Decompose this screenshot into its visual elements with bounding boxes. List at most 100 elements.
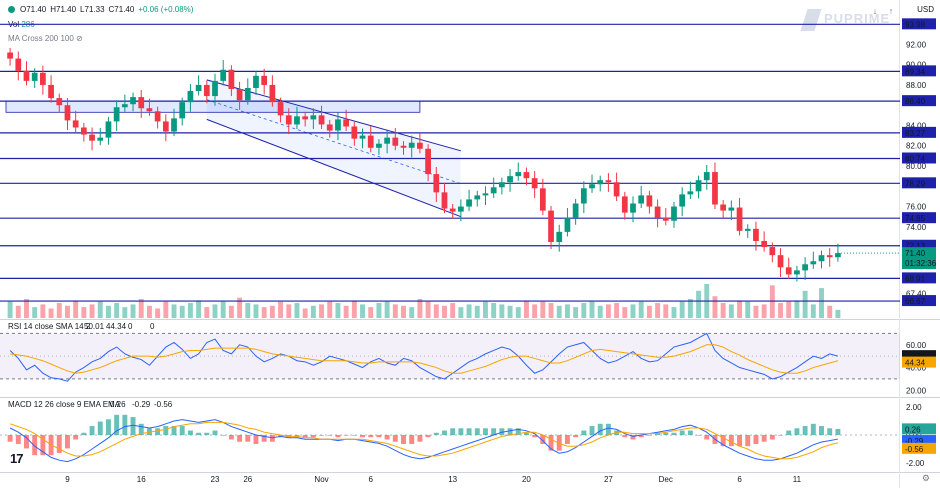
time-tick-label: Dec [659, 475, 673, 484]
macd-histogram-bar [548, 435, 554, 451]
level-price-tag-bg [902, 65, 936, 77]
candle-body [228, 69, 235, 89]
candle-body [826, 255, 833, 258]
macd-histogram-bar [196, 432, 202, 435]
volume-bar [212, 304, 218, 318]
candle-body [318, 115, 325, 125]
rsi-title: RSI 14 close SMA 14 2 [8, 322, 91, 331]
macd-histogram-bar [663, 432, 669, 435]
candle-body [162, 121, 169, 132]
macd-histogram-bar [671, 432, 677, 435]
macd-histogram-bar [491, 428, 497, 435]
volume-bar [392, 304, 398, 318]
candle-body [392, 137, 399, 146]
volume-bar [597, 305, 603, 318]
macd-histogram-bar [171, 426, 177, 435]
candle-body [736, 207, 743, 231]
candle-body [662, 217, 669, 221]
price-tick-label: 88.00 [906, 81, 927, 90]
volume-bar [7, 301, 13, 318]
candle-body [794, 270, 800, 275]
ma-legend[interactable]: MA Cross 200 100 ⊘ [8, 34, 83, 43]
candle-body [351, 126, 358, 139]
level-price-tag: 93.98 [905, 20, 926, 29]
candle-body [97, 137, 104, 141]
candle-body [458, 206, 464, 212]
volume-bar [187, 303, 193, 318]
price-tick-label: 82.00 [906, 142, 927, 151]
volume-bar [179, 305, 185, 318]
macd-histogram-bar [573, 435, 579, 438]
macd-histogram-bar [442, 430, 447, 435]
candle-body [515, 172, 522, 177]
currency-label[interactable]: USD [917, 5, 934, 14]
level-price-tag: 83.27 [905, 129, 926, 138]
candle-body [630, 203, 636, 213]
candle-body [466, 199, 472, 207]
candle-body [130, 97, 136, 105]
level-price-tag: 86.40 [905, 97, 926, 106]
candle-body [818, 255, 825, 262]
volume-bar [761, 304, 767, 318]
candle-body [474, 195, 481, 200]
time-tick-label: 27 [604, 475, 613, 484]
level-price-tag: 68.91 [905, 274, 926, 283]
volume-bar [155, 308, 161, 318]
volume-bar [548, 303, 554, 318]
macd-histogram-bar [343, 435, 349, 436]
time-tick-label: 11 [793, 475, 802, 484]
rsi-legend-value: 50.01 [84, 322, 105, 331]
macd-histogram-bar [122, 414, 128, 435]
candle-body [564, 217, 571, 232]
candle-body [154, 111, 161, 122]
macd-histogram-bar [794, 428, 800, 435]
tradingview-logo[interactable]: 17 [10, 451, 24, 466]
volume-bar [630, 304, 636, 318]
rsi-tick-label: 40.00 [906, 364, 927, 373]
volume-bar [753, 305, 759, 318]
volume-bar [728, 304, 734, 318]
candle-body [195, 84, 202, 92]
price-tick-label: 90.00 [906, 61, 927, 70]
volume-bar [294, 303, 300, 318]
rsi-legend-value: 0 [128, 322, 133, 331]
macd-histogram-bar [769, 435, 775, 440]
price-tick-label: 67.40 [906, 290, 927, 299]
macd-histogram-bar [720, 435, 726, 447]
arrow-down-icon[interactable]: ↓ [872, 6, 878, 16]
volume-bar [720, 303, 726, 318]
volume-bar [827, 305, 833, 318]
volume-bar [343, 305, 349, 318]
settings-icon[interactable]: ⚙ [921, 473, 930, 483]
rsi-sma-value-tag-bg [902, 356, 936, 368]
price-tick-label: 92.00 [906, 40, 927, 49]
rsi-tick-label: 20.00 [906, 386, 927, 395]
volume-bar [24, 298, 29, 318]
rsi-value-tag-bg [902, 350, 936, 362]
volume-bar [466, 304, 472, 318]
candle-body [671, 206, 677, 221]
macd-histogram-bar [425, 435, 431, 438]
volume-bar [417, 298, 423, 318]
candle-body [810, 261, 817, 265]
arrow-up-icon[interactable]: ↑ [888, 6, 894, 16]
macd-histogram-bar [146, 428, 152, 435]
volume-bar [171, 304, 177, 318]
volume-bar [204, 307, 210, 318]
candle-body [326, 124, 333, 131]
volume-bar [81, 307, 87, 318]
candle-body [56, 98, 63, 106]
candle-body [31, 72, 38, 81]
macd-histogram-bar [515, 428, 521, 435]
volume-bar [384, 301, 390, 318]
macd-histogram-bar [97, 421, 103, 435]
macd-tick-label: -2.00 [906, 459, 925, 468]
candle-body [523, 172, 530, 179]
volume-bar [146, 305, 152, 318]
volume-bar [474, 305, 480, 318]
high-value: H71.40 [50, 5, 77, 14]
candle-body [212, 80, 218, 97]
macd-legend-value: 0.26 [110, 400, 126, 409]
eye-off-icon[interactable]: ⊘ [76, 34, 83, 43]
